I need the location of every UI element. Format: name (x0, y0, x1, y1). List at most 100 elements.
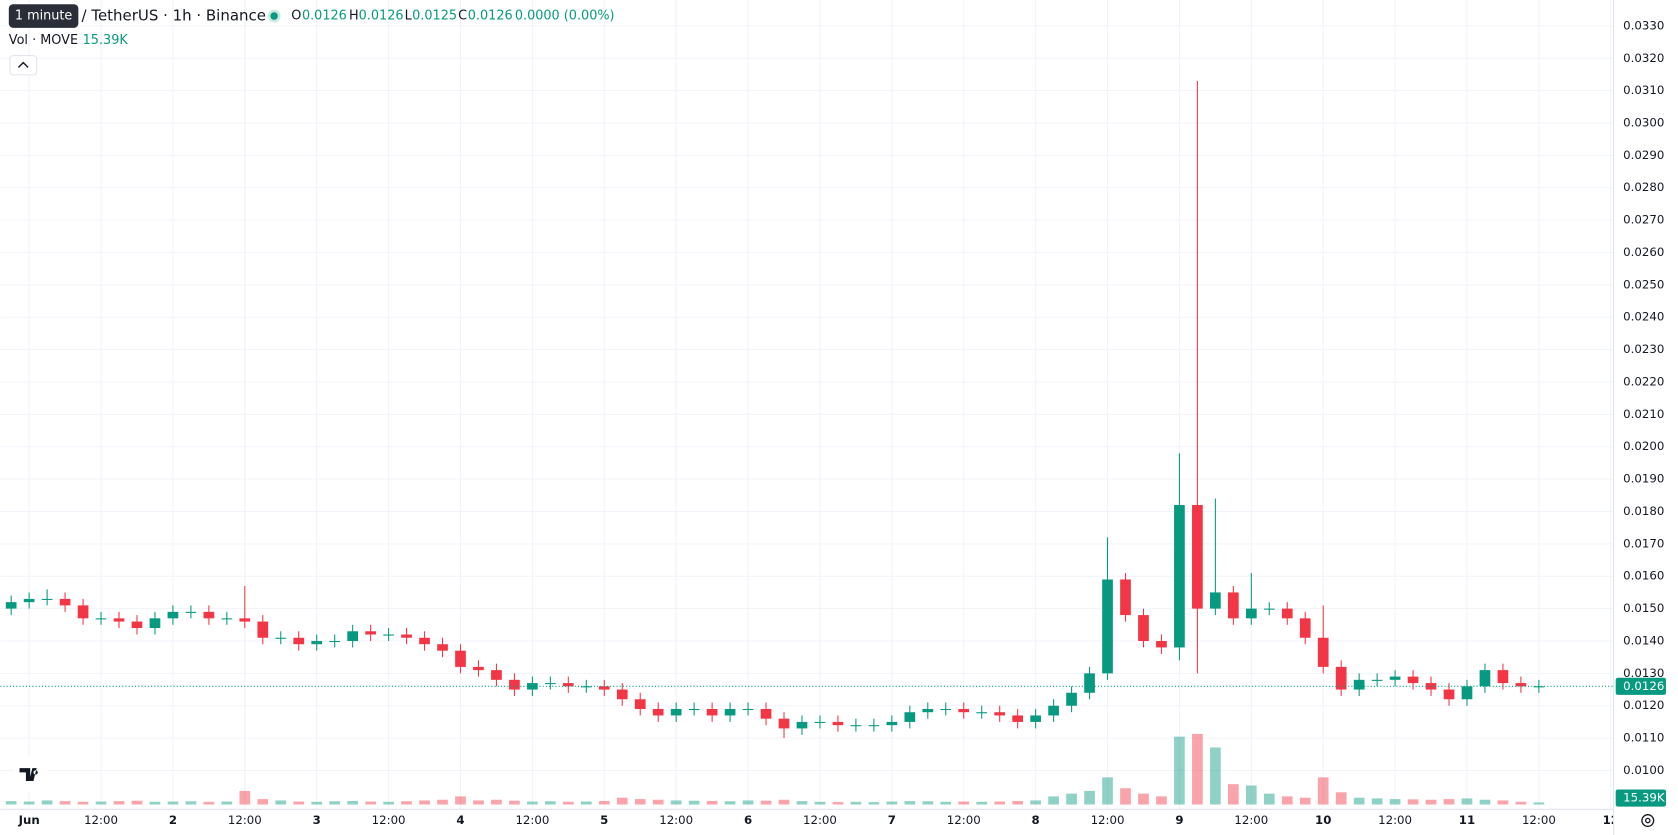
time-axis: Jun 12:00 2 12:00 3 12:00 4 12:00 5 12:00 6 12:00 7 1… (18, 813, 1619, 827)
volume-bar (796, 801, 808, 805)
volume-bar (473, 800, 484, 805)
candle-body (365, 631, 376, 635)
ohlc-value: 0.0126 (359, 9, 404, 24)
y-tick-label: 0.0280 (1623, 180, 1664, 194)
volume-bar (778, 799, 790, 805)
candle-body (41, 598, 53, 600)
volume-bar (1102, 777, 1113, 805)
volume-bar (1533, 802, 1545, 805)
candle-body (491, 670, 502, 680)
candle-body (221, 618, 233, 620)
candle-body (1317, 637, 1329, 667)
volume-bar (1299, 797, 1311, 805)
candle-body (1174, 505, 1185, 648)
candle-body (347, 631, 359, 641)
volume-bar (832, 802, 844, 805)
candle-body (778, 718, 790, 729)
y-tick-label: 0.0100 (1623, 763, 1664, 777)
volume-bar (670, 800, 682, 805)
volume-bar (1012, 800, 1024, 805)
candle-body (5, 602, 17, 609)
price-axis: 0.0100 0.0110 0.0120 0.0130 0.0140 0.0150 0.01… (1615, 18, 1666, 807)
ohlc-value: 0.0126 (302, 9, 347, 24)
candle-body (814, 721, 826, 723)
candle-body (886, 721, 898, 726)
x-tick-label: 5 (600, 813, 608, 827)
y-tick-label: 0.0180 (1623, 504, 1664, 518)
volume-bar (1245, 785, 1257, 805)
candle-body (293, 637, 305, 645)
candle-body (1515, 683, 1527, 687)
x-tick-label: 12:00 (228, 813, 262, 827)
ohlc-label: C (458, 9, 467, 24)
candle-body (1479, 670, 1491, 687)
y-tick-label: 0.0150 (1623, 601, 1664, 615)
x-tick-label: 12 (1603, 813, 1619, 827)
candle-body (742, 708, 754, 711)
y-tick-label: 0.0130 (1623, 666, 1664, 680)
volume-bar (365, 801, 376, 805)
y-tick-label: 0.0170 (1623, 536, 1664, 550)
candle-body (1030, 715, 1041, 722)
volume-bar (1497, 800, 1509, 805)
candle-body (1443, 689, 1455, 700)
volume-bar (562, 801, 574, 805)
volume-bar (1120, 788, 1131, 805)
x-tick-label: 7 (888, 813, 896, 827)
volume-bar (1263, 793, 1275, 805)
candle-body (1407, 676, 1419, 684)
status-dot (270, 12, 278, 20)
candle-body (940, 708, 952, 711)
volume-bar (1407, 799, 1419, 805)
volume-bar (580, 801, 592, 805)
ohlc-label: O (291, 9, 301, 24)
volume-bar (760, 800, 772, 805)
volume-bar (491, 799, 502, 805)
candle-body (868, 725, 880, 727)
volume-bar (868, 802, 880, 805)
volume-bar (652, 799, 664, 805)
candle-body (1263, 608, 1275, 610)
volume-bar (616, 797, 628, 805)
candle-body (616, 689, 628, 700)
y-tick-label: 0.0160 (1623, 569, 1664, 583)
x-tick-label: 12:00 (1091, 813, 1125, 827)
y-tick-label: 0.0120 (1623, 698, 1664, 712)
candle-body (329, 640, 341, 643)
volume-bar (203, 801, 215, 805)
candle-body (1012, 715, 1024, 722)
y-tick-label: 0.0230 (1623, 342, 1664, 356)
x-tick-label: 12:00 (1522, 813, 1556, 827)
volume-bar (1425, 799, 1437, 805)
volume-bar (904, 801, 916, 805)
volume-bar (329, 801, 341, 805)
volume-bar (976, 801, 988, 805)
volume-bar (688, 800, 700, 805)
candle-body (1210, 592, 1221, 609)
volume-bar (1317, 777, 1329, 805)
volume-bar (1443, 799, 1455, 805)
volume-bar (131, 800, 143, 805)
y-tick-label: 0.0250 (1623, 277, 1664, 291)
x-tick-label: 12:00 (659, 813, 693, 827)
candle-body (383, 634, 394, 636)
x-tick-label: 12:00 (372, 813, 406, 827)
y-tick-label: 0.0190 (1623, 472, 1664, 486)
candle-body (1066, 692, 1077, 706)
candle-body (1497, 670, 1509, 684)
candle-body (1120, 579, 1131, 616)
volume-bar (41, 800, 53, 805)
collapse-button[interactable] (9, 55, 38, 76)
ohlc-label: H (349, 9, 359, 24)
candle-body (1156, 640, 1167, 648)
candle-body (203, 611, 215, 619)
candle-body (239, 618, 251, 622)
candle-body (1245, 608, 1257, 619)
settings-icon[interactable] (1641, 814, 1655, 828)
volume-bar (257, 799, 269, 805)
candle-body (796, 721, 808, 729)
candle-body (580, 686, 592, 688)
candle-body (922, 708, 934, 713)
grid (0, 0, 1614, 810)
volume-bar (598, 800, 610, 805)
